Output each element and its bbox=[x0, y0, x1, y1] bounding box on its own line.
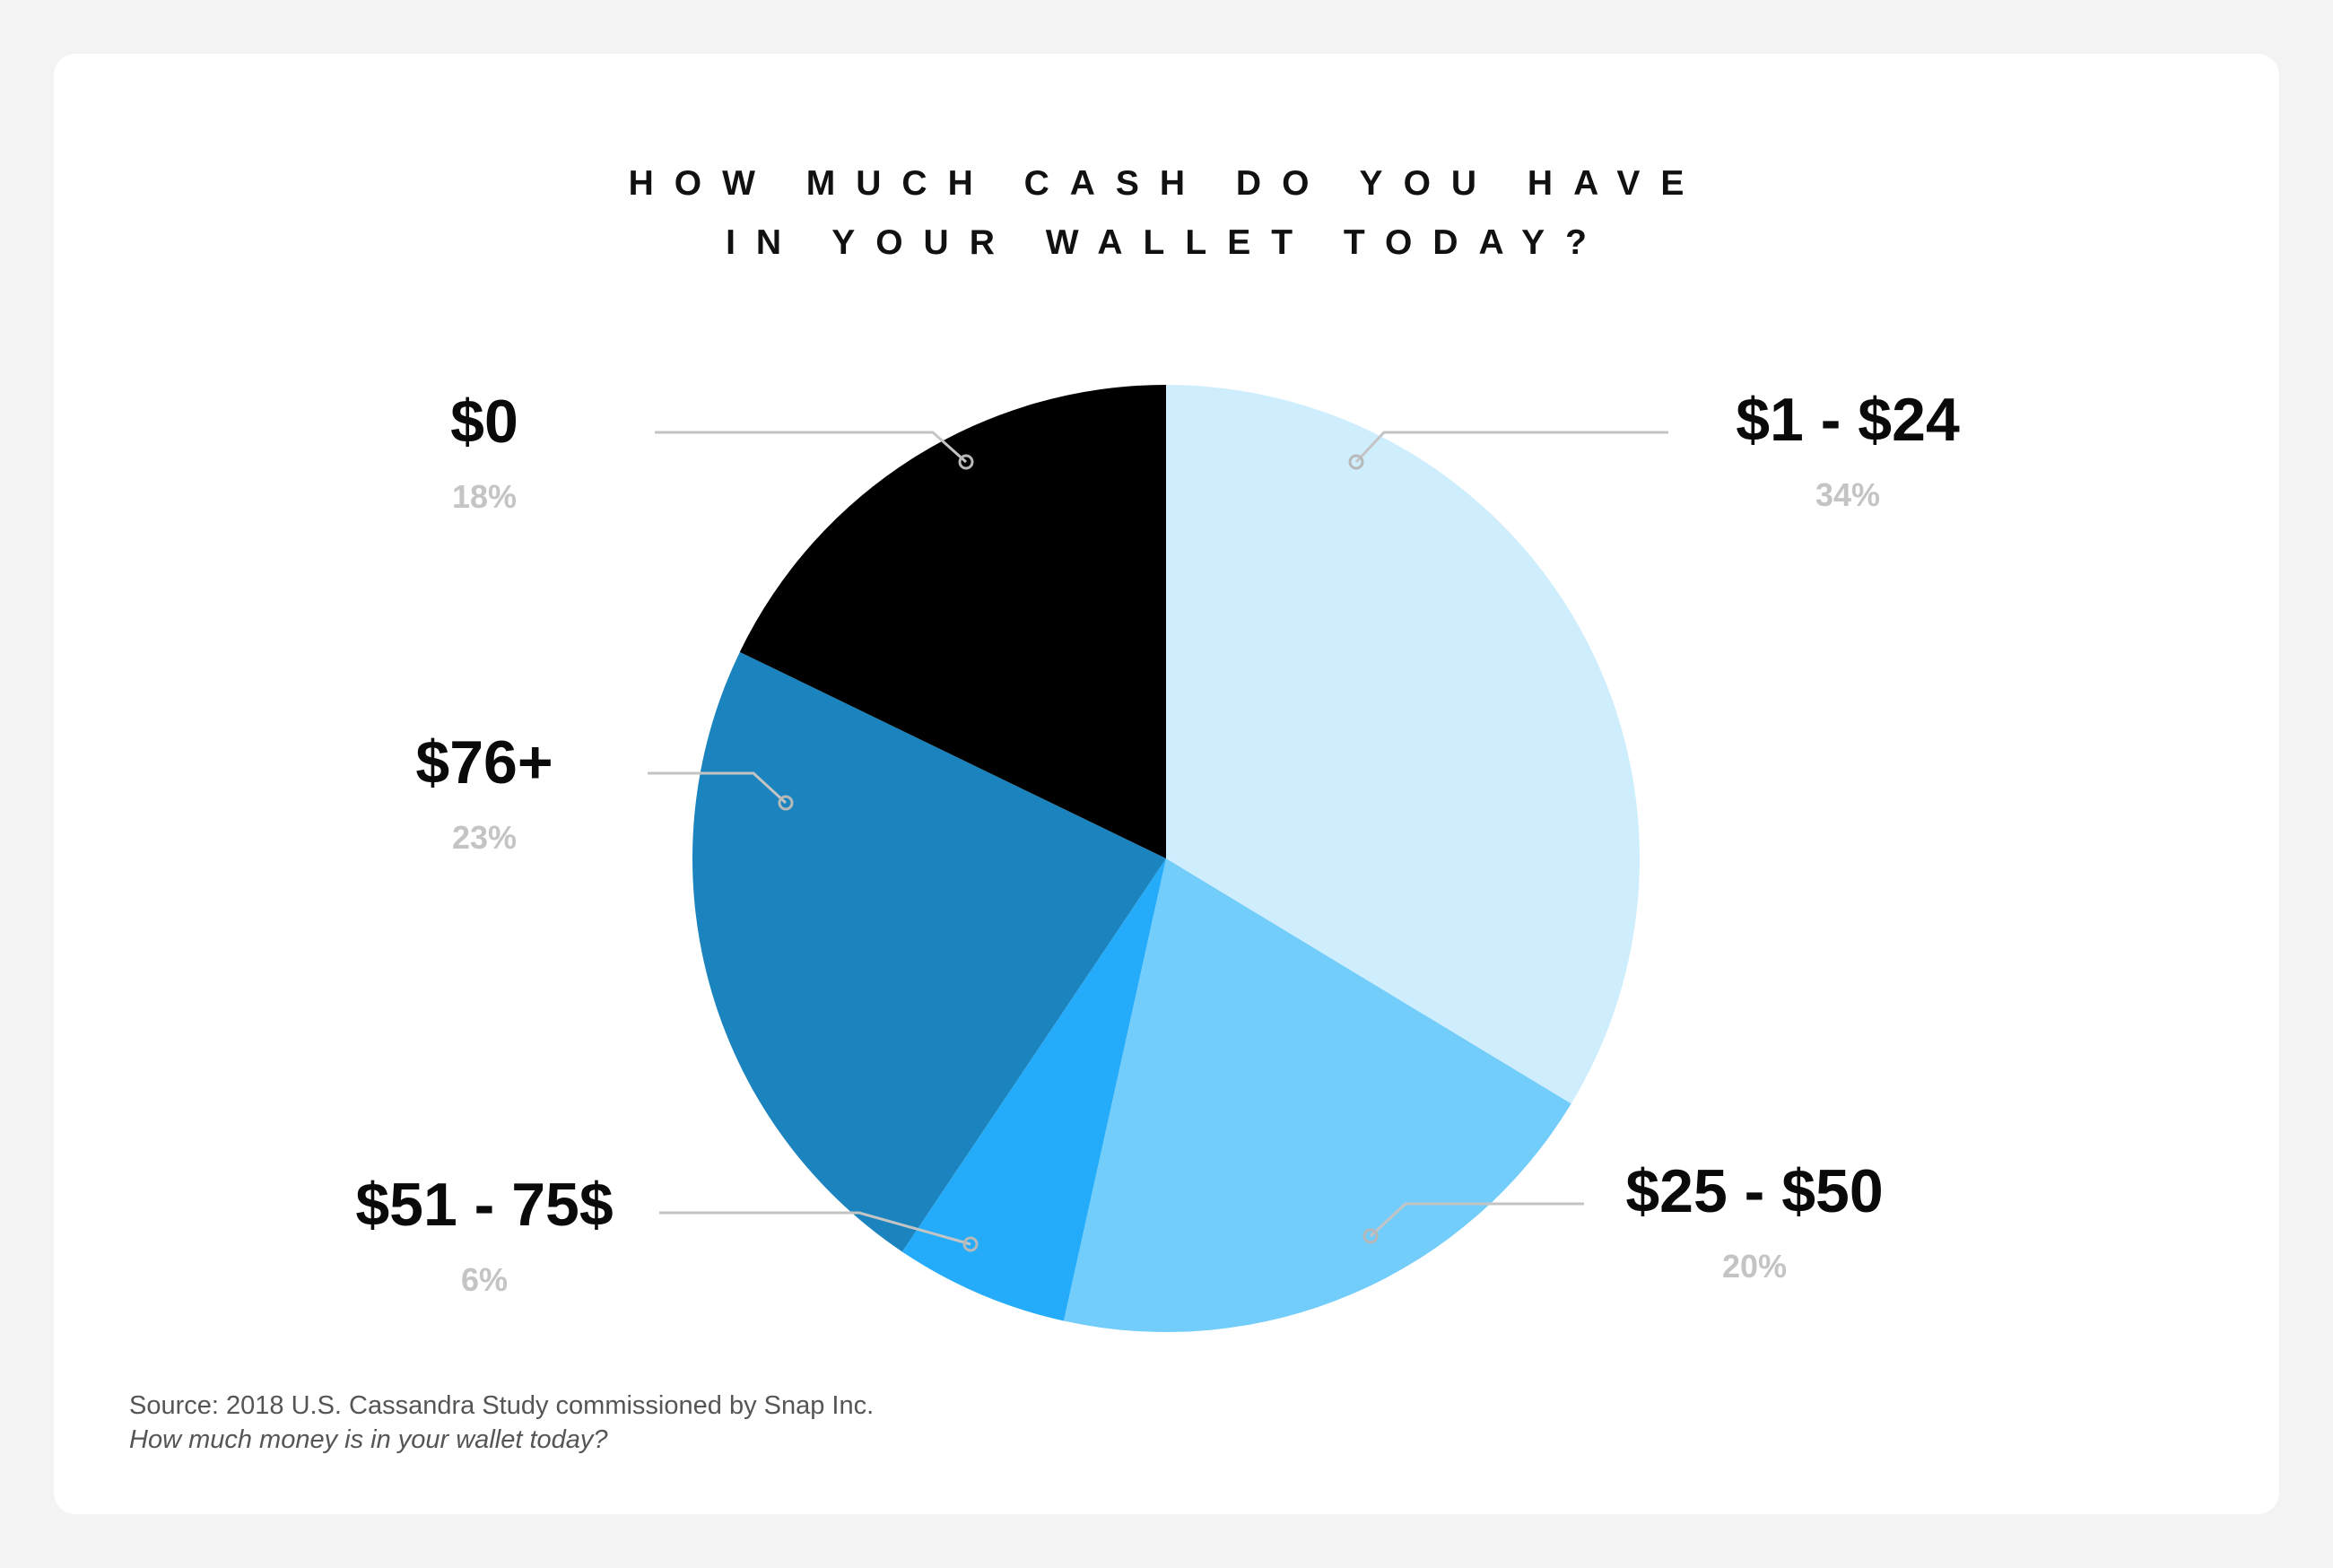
leader-line bbox=[648, 771, 788, 805]
slice-label-51-75: $51 - 75$ 6% bbox=[296, 1171, 673, 1300]
slice-percent: 34% bbox=[1815, 476, 1881, 513]
slice-percent: 6% bbox=[460, 1261, 509, 1298]
slice-label-25-50: $25 - $50 20% bbox=[1566, 1157, 1943, 1286]
leader-line bbox=[1354, 431, 1668, 464]
survey-question: How much money is in your wallet today? bbox=[129, 1425, 608, 1454]
source-note: Source: 2018 U.S. Cassandra Study commis… bbox=[129, 1389, 874, 1457]
slice-name: $0 bbox=[450, 388, 518, 456]
leader-line bbox=[1369, 1202, 1584, 1238]
leader-dot bbox=[1362, 1228, 1379, 1244]
pie-slice bbox=[901, 858, 1166, 1321]
slice-label-1-24: $1 - $24 34% bbox=[1659, 386, 2036, 515]
slice-percent: 20% bbox=[1721, 1248, 1788, 1285]
pie-slice bbox=[1166, 385, 1641, 1104]
slice-percent: 18% bbox=[451, 478, 518, 515]
chart-title-line-2: in your wallet today? bbox=[726, 223, 1607, 262]
slice-label-76-plus: $76+ 23% bbox=[296, 728, 673, 858]
leader-dot bbox=[958, 454, 974, 470]
leader-dot bbox=[1348, 454, 1364, 470]
chart-title-line-1: How much cash do you have bbox=[628, 164, 1705, 203]
pie-slice bbox=[692, 651, 1166, 1252]
slice-name: $76+ bbox=[415, 728, 553, 797]
leader-line bbox=[655, 431, 967, 464]
pie-slice bbox=[739, 385, 1166, 858]
leader-dot bbox=[778, 795, 794, 811]
source-line: Source: 2018 U.S. Cassandra Study commis… bbox=[129, 1391, 875, 1420]
slice-label-0: $0 18% bbox=[296, 388, 673, 517]
chart-title: How much cash do you have in your wallet… bbox=[54, 154, 2279, 273]
slice-name: $1 - $24 bbox=[1736, 386, 1960, 454]
pie-slice bbox=[1063, 858, 1571, 1333]
slice-name: $51 - 75$ bbox=[355, 1171, 614, 1239]
leader-line bbox=[659, 1211, 971, 1246]
slice-percent: 23% bbox=[451, 819, 518, 856]
leader-dot bbox=[962, 1236, 979, 1252]
slice-name: $25 - $50 bbox=[1625, 1157, 1884, 1225]
